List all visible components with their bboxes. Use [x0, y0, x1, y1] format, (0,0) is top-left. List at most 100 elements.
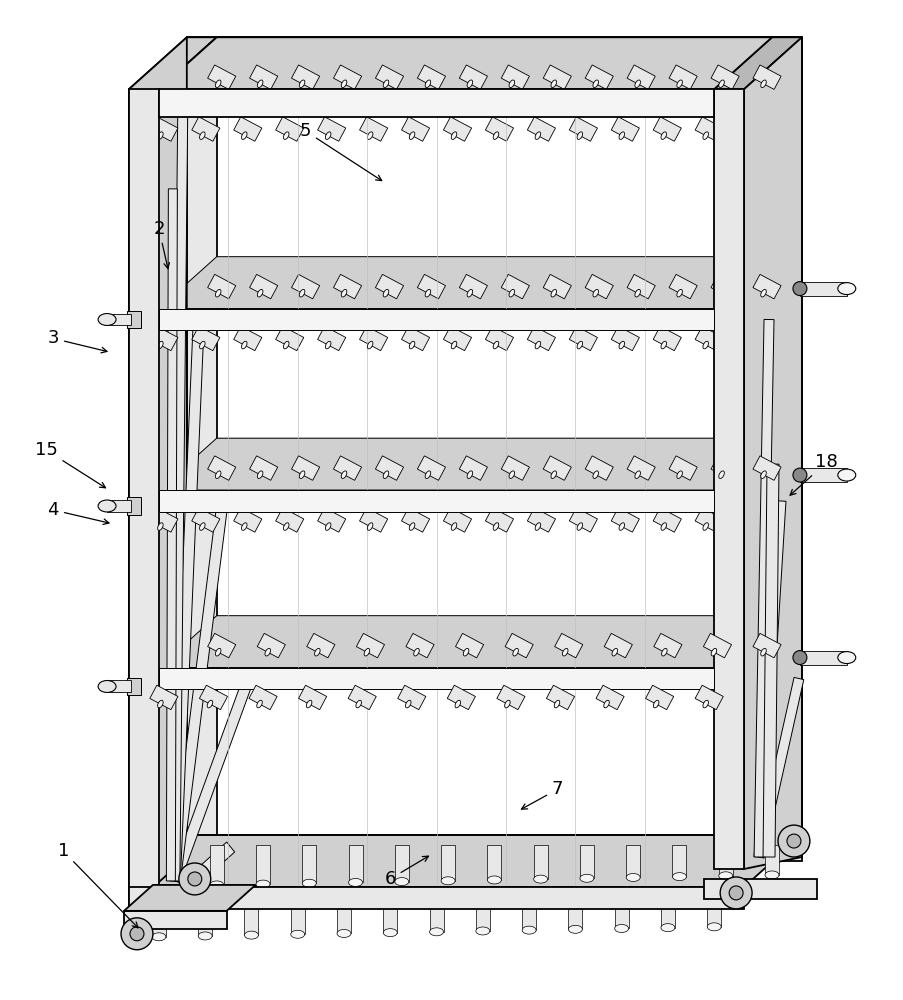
Ellipse shape [837, 652, 855, 664]
Polygon shape [610, 326, 638, 351]
Ellipse shape [551, 289, 556, 297]
Ellipse shape [215, 471, 220, 478]
Ellipse shape [576, 523, 582, 530]
Polygon shape [375, 65, 403, 89]
Polygon shape [443, 117, 471, 141]
Ellipse shape [760, 289, 766, 297]
Polygon shape [170, 677, 254, 883]
Polygon shape [126, 678, 141, 695]
Ellipse shape [207, 700, 212, 708]
Ellipse shape [256, 880, 270, 888]
Ellipse shape [660, 924, 675, 932]
Polygon shape [401, 326, 429, 351]
Ellipse shape [676, 80, 682, 88]
Polygon shape [497, 685, 525, 710]
Ellipse shape [592, 289, 598, 297]
Polygon shape [208, 274, 236, 299]
Ellipse shape [367, 341, 372, 349]
Polygon shape [217, 257, 771, 279]
Polygon shape [668, 65, 696, 89]
Ellipse shape [414, 648, 419, 656]
Ellipse shape [554, 700, 559, 708]
Ellipse shape [568, 925, 582, 933]
Polygon shape [703, 633, 731, 658]
Polygon shape [627, 65, 655, 89]
Text: 1: 1 [58, 842, 138, 928]
Ellipse shape [535, 132, 540, 139]
Ellipse shape [215, 648, 220, 656]
Polygon shape [711, 456, 739, 480]
Ellipse shape [660, 341, 666, 349]
Polygon shape [501, 456, 529, 480]
Ellipse shape [626, 873, 639, 881]
Ellipse shape [424, 289, 430, 297]
Ellipse shape [451, 523, 456, 530]
Polygon shape [752, 456, 780, 480]
Ellipse shape [760, 471, 766, 478]
Ellipse shape [703, 523, 708, 530]
Polygon shape [169, 319, 204, 881]
Circle shape [792, 282, 806, 296]
Polygon shape [713, 37, 801, 89]
Polygon shape [417, 65, 445, 89]
Circle shape [179, 863, 210, 895]
Ellipse shape [284, 132, 289, 139]
Ellipse shape [383, 929, 396, 937]
Polygon shape [359, 117, 387, 141]
Ellipse shape [200, 341, 205, 349]
Polygon shape [762, 464, 778, 857]
Polygon shape [333, 274, 361, 299]
Ellipse shape [215, 289, 220, 297]
Ellipse shape [215, 80, 220, 88]
Ellipse shape [424, 80, 430, 88]
Ellipse shape [580, 874, 593, 882]
Polygon shape [217, 438, 771, 460]
Polygon shape [660, 897, 675, 928]
Polygon shape [306, 633, 334, 658]
Ellipse shape [508, 80, 514, 88]
Polygon shape [526, 326, 554, 351]
Polygon shape [554, 633, 582, 658]
Polygon shape [126, 497, 141, 515]
Ellipse shape [660, 523, 666, 530]
Ellipse shape [837, 469, 855, 481]
Polygon shape [441, 845, 454, 881]
Ellipse shape [405, 700, 411, 708]
Ellipse shape [200, 523, 205, 530]
Ellipse shape [325, 523, 330, 530]
Polygon shape [626, 845, 639, 877]
Ellipse shape [383, 471, 388, 478]
Ellipse shape [711, 648, 716, 656]
Ellipse shape [98, 314, 116, 325]
Ellipse shape [265, 648, 270, 656]
Polygon shape [150, 326, 178, 351]
Polygon shape [627, 274, 655, 299]
Polygon shape [653, 326, 681, 351]
Ellipse shape [157, 700, 163, 708]
Ellipse shape [634, 471, 639, 478]
Polygon shape [487, 845, 501, 880]
Polygon shape [752, 65, 780, 89]
Polygon shape [485, 508, 513, 532]
Polygon shape [401, 117, 429, 141]
Ellipse shape [467, 80, 472, 88]
Ellipse shape [551, 80, 556, 88]
Polygon shape [614, 897, 628, 928]
Ellipse shape [718, 471, 723, 478]
Ellipse shape [429, 928, 443, 936]
Text: 2: 2 [153, 220, 169, 269]
Ellipse shape [291, 930, 304, 938]
Ellipse shape [611, 648, 617, 656]
Ellipse shape [493, 523, 498, 530]
Ellipse shape [535, 523, 540, 530]
Polygon shape [234, 326, 262, 351]
Polygon shape [159, 89, 713, 117]
Polygon shape [317, 508, 345, 532]
Polygon shape [302, 845, 316, 883]
Polygon shape [501, 65, 529, 89]
Ellipse shape [257, 471, 263, 478]
Ellipse shape [441, 877, 454, 885]
Polygon shape [317, 117, 345, 141]
Ellipse shape [614, 924, 628, 932]
Ellipse shape [718, 80, 723, 88]
